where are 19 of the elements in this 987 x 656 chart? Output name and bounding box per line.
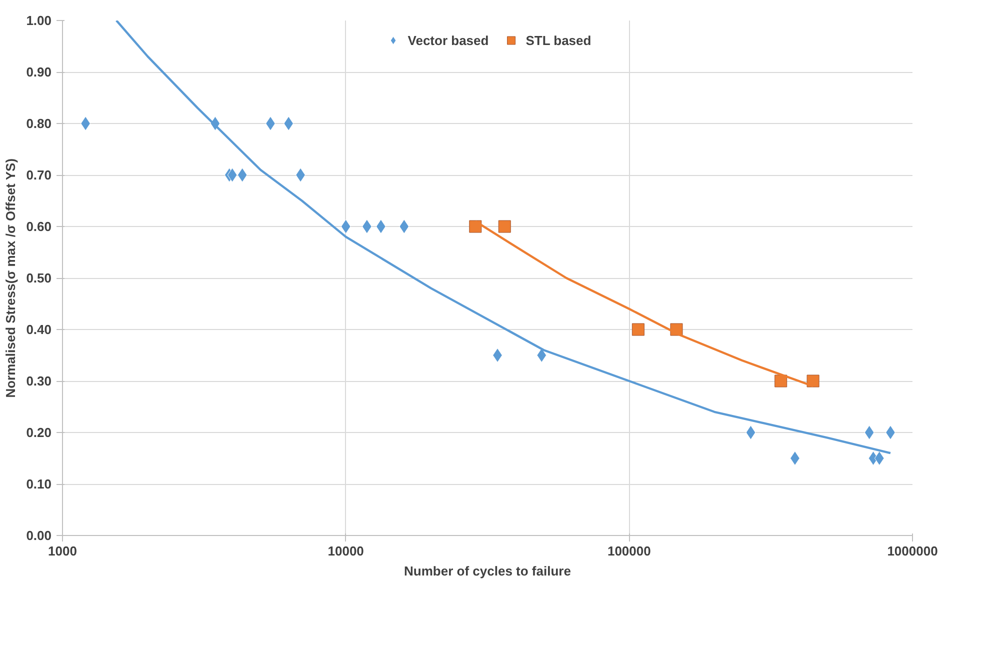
y-tick-label: 0.90: [26, 64, 52, 80]
y-tick-label: 0.40: [26, 322, 52, 337]
legend-label: Vector based: [408, 32, 489, 48]
x-axis-title: Number of cycles to failure: [404, 564, 571, 578]
y-tick-label: 0.20: [26, 425, 52, 440]
x-tick-label: 1000000: [887, 544, 938, 558]
y-tick-label: 0.80: [26, 116, 52, 131]
x-tick-label: 1000: [48, 544, 77, 558]
y-tick-label: 1.00: [26, 13, 52, 28]
y-tick-label: 0.30: [26, 374, 52, 388]
y-tick-label: 0.00: [26, 528, 52, 543]
y-tick-label: 0.70: [26, 168, 52, 182]
legend-label: STL based: [526, 32, 592, 48]
y-tick-label: 0.50: [26, 270, 52, 286]
y-tick-label: 0.10: [26, 476, 52, 492]
x-tick-label: 10000: [328, 544, 364, 558]
y-axis-title: Normalised Stress(σ max /σ Offset YS): [3, 158, 18, 398]
x-tick-label: 100000: [607, 544, 651, 558]
y-tick-label: 0.60: [26, 219, 52, 234]
